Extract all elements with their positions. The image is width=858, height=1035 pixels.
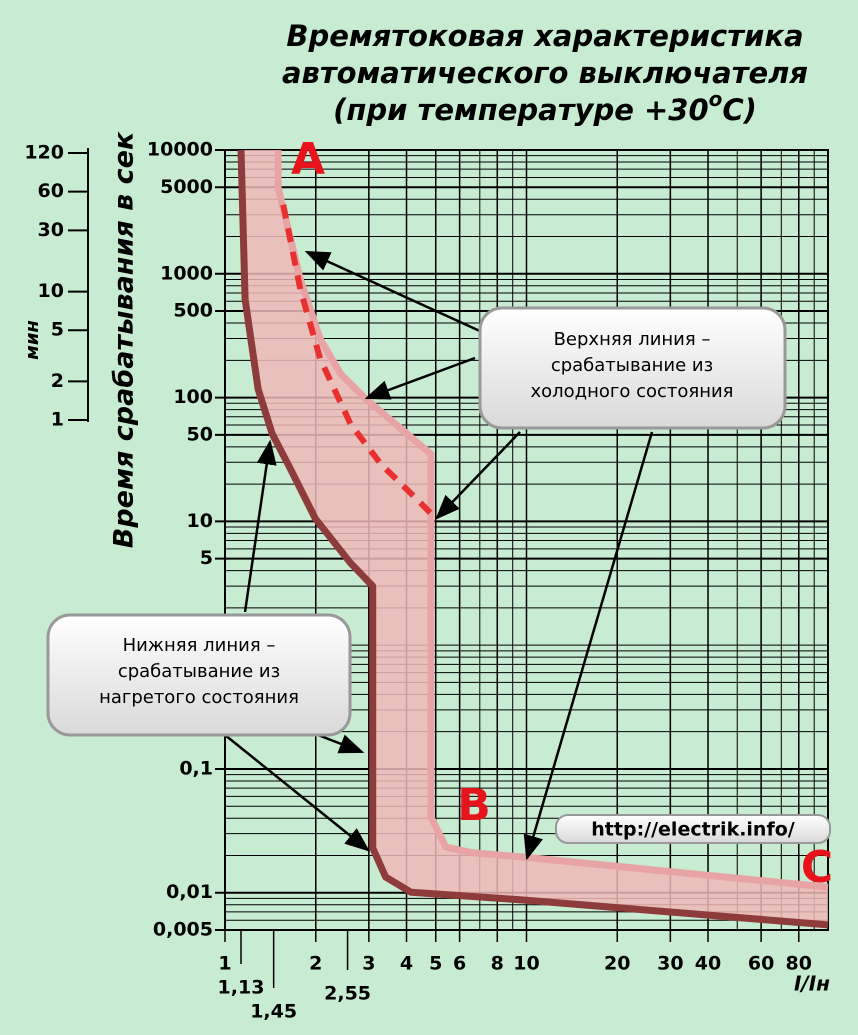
arrow: [224, 734, 370, 852]
x-tick-label: 6: [453, 953, 466, 975]
title-end: C): [722, 93, 757, 127]
y-tick-label: 0,01: [166, 881, 213, 903]
x-tick-label: 8: [491, 953, 504, 975]
label-a: A: [291, 134, 325, 185]
label-b: B: [457, 780, 491, 831]
x-tick-label: 20: [604, 953, 630, 975]
y-axis-label: Время срабатывания в сек: [109, 131, 140, 548]
y-tick-label: 5000: [160, 176, 213, 198]
label-c: C: [801, 842, 833, 893]
y2-tick-label: 120: [24, 142, 64, 164]
y-tick-label: 5: [200, 547, 213, 569]
y-tick-label: 500: [173, 300, 213, 322]
x-axis-label: I/Iн: [794, 972, 830, 996]
x-tick-label: 1,45: [250, 1001, 297, 1023]
title-line: Времятоковая характеристика: [286, 19, 803, 53]
x-tick-label: 40: [695, 953, 721, 975]
x-tick-label: 5: [429, 953, 442, 975]
y2-axis-label: мин: [22, 320, 43, 360]
y-tick-label: 0,005: [153, 919, 213, 941]
arrows: [224, 250, 654, 861]
title-line: (при температуре +30: [333, 93, 709, 127]
x-tick-label: 1: [218, 953, 231, 975]
y-tick-label: 10: [187, 510, 213, 532]
x-tick-label: 60: [748, 953, 774, 975]
url-box: [555, 814, 831, 844]
plot: [237, 149, 829, 929]
y2-tick-label: 60: [38, 180, 64, 202]
y2-tick-label: 10: [38, 280, 64, 302]
url-text: http://electrik.info/: [591, 819, 794, 841]
callout-text: холодного состояния: [530, 381, 733, 402]
x-tick-label: 3: [362, 953, 375, 975]
arrow: [435, 431, 521, 520]
arrow: [364, 356, 476, 400]
x-tick-label: 10: [513, 953, 539, 975]
title-sup: o: [709, 87, 723, 111]
x-tick-label: 1,13: [218, 977, 265, 999]
y2-tick-label: 1: [51, 409, 64, 431]
y-tick-label: 50: [187, 423, 213, 445]
y2-tick-label: 30: [38, 219, 64, 241]
y2-tick-label: 2: [51, 370, 64, 392]
title-line: автоматического выключателя: [282, 56, 808, 90]
title-line: (при температуре +30oC): [333, 87, 757, 128]
callout-text: нагретого состояния: [99, 687, 299, 708]
y-tick-label: 10000: [147, 139, 213, 161]
callout-box: [46, 613, 352, 737]
x-tick-label: 30: [657, 953, 683, 975]
callout-text: Нижняя линия –: [123, 635, 276, 656]
y-tick-label: 0,1: [179, 757, 213, 779]
x-tick-label: 2,55: [324, 983, 371, 1005]
callout-box: [478, 306, 787, 430]
callout-text: Верхняя линия –: [554, 329, 711, 350]
arrow: [523, 431, 654, 861]
callout-text: срабатывание из: [118, 661, 280, 682]
y-tick-label: 1000: [160, 262, 213, 284]
callout-text: срабатывание из: [551, 355, 713, 376]
x-tick-label: 80: [786, 953, 812, 975]
y2-tick-label: 5: [51, 319, 64, 341]
series-line: [237, 149, 829, 929]
arrow: [317, 733, 365, 754]
x-tick-label: 2: [309, 953, 322, 975]
x-tick-label: 4: [400, 953, 413, 975]
y-tick-label: 100: [173, 386, 213, 408]
series-line: [280, 204, 434, 516]
arrow: [304, 250, 483, 334]
band-fill: [241, 150, 828, 925]
arrow: [243, 439, 277, 613]
